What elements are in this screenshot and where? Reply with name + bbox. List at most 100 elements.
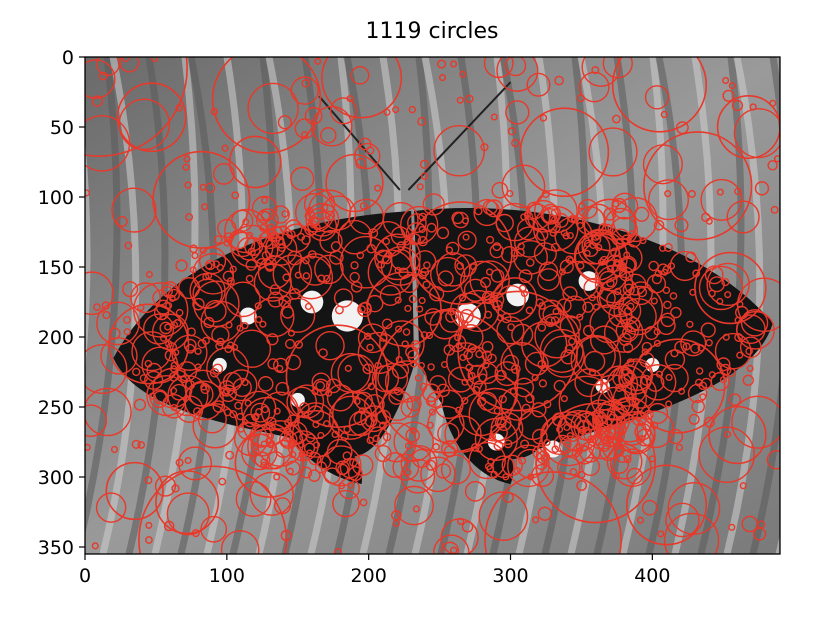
blob-circle bbox=[513, 239, 548, 275]
blob-circle bbox=[518, 410, 549, 441]
blob-circle bbox=[185, 343, 196, 354]
blob-circle bbox=[199, 246, 207, 254]
blob-circle bbox=[355, 157, 367, 169]
blob-circle bbox=[524, 351, 549, 376]
blob-circle bbox=[675, 121, 689, 135]
blob-circle bbox=[205, 262, 213, 270]
blob-circle bbox=[531, 428, 548, 445]
blob-circle bbox=[192, 278, 223, 309]
blob-circle bbox=[192, 403, 238, 449]
blob-circle bbox=[517, 242, 525, 250]
blob-circle bbox=[294, 340, 304, 349]
blob-circle bbox=[665, 502, 700, 538]
blob-circle bbox=[694, 251, 767, 325]
blob-circle bbox=[298, 450, 306, 458]
blob-circle bbox=[490, 269, 505, 283]
blob-circle bbox=[537, 323, 547, 332]
blob-circle bbox=[648, 260, 659, 272]
blob-circle bbox=[221, 144, 229, 152]
blob-circle bbox=[628, 230, 636, 238]
x-tick-label: 200 bbox=[351, 565, 387, 587]
blob-circle bbox=[213, 163, 235, 185]
y-tick-label: 300 bbox=[38, 467, 74, 489]
blob-circle bbox=[468, 387, 523, 442]
blob-circle bbox=[220, 530, 260, 554]
blob-circle bbox=[450, 60, 458, 68]
blob-circle bbox=[142, 313, 175, 345]
blob-circle bbox=[354, 142, 381, 170]
blob-circle bbox=[618, 266, 634, 282]
blob-circle bbox=[575, 447, 583, 455]
blob-circle bbox=[356, 251, 365, 260]
blob-circle bbox=[164, 323, 172, 331]
blob-circle bbox=[582, 301, 594, 313]
blob-circle bbox=[741, 515, 759, 533]
blob-circle bbox=[695, 367, 704, 375]
blob-circle bbox=[624, 273, 647, 296]
blob-circle bbox=[360, 405, 388, 433]
blob-circle bbox=[225, 281, 261, 318]
blob-circle bbox=[443, 344, 456, 356]
blob-circle bbox=[232, 377, 252, 398]
blob-circle bbox=[342, 451, 352, 461]
blob-circle bbox=[357, 331, 400, 375]
blob-circle bbox=[594, 259, 627, 292]
blob-circle bbox=[145, 521, 153, 529]
blob-circle bbox=[119, 57, 140, 73]
x-tick-label: 400 bbox=[634, 565, 670, 587]
blob-circle bbox=[564, 411, 582, 428]
blob-circle bbox=[176, 367, 186, 378]
blob-circle bbox=[105, 461, 164, 521]
blob-circle bbox=[350, 261, 359, 270]
blob-circle bbox=[102, 310, 111, 320]
blob-circle bbox=[144, 359, 153, 368]
blob-circle bbox=[538, 261, 559, 282]
blob-circle bbox=[311, 105, 353, 147]
blob-circle bbox=[226, 277, 235, 286]
blob-circle bbox=[436, 252, 471, 287]
blob-circle bbox=[308, 469, 321, 482]
blob-circle bbox=[489, 243, 504, 259]
blob-circle bbox=[376, 409, 391, 425]
blob-circle bbox=[359, 498, 368, 507]
blob-circle bbox=[653, 219, 665, 231]
blob-circle bbox=[228, 135, 282, 189]
blob-circle bbox=[85, 344, 128, 394]
blob-circle bbox=[447, 366, 474, 393]
blob-circle bbox=[261, 405, 269, 414]
axes-frame bbox=[84, 56, 781, 555]
blob-circle bbox=[630, 338, 726, 434]
blob-circle bbox=[626, 464, 708, 546]
blob-circle bbox=[726, 200, 760, 234]
blob-circle bbox=[437, 59, 447, 69]
blob-circle bbox=[193, 280, 240, 328]
blob-circle bbox=[626, 467, 644, 485]
blob-circle bbox=[429, 308, 461, 340]
blob-circle bbox=[498, 394, 507, 404]
blob-circle bbox=[218, 477, 227, 486]
blob-circle bbox=[553, 434, 572, 453]
blob-circle bbox=[692, 269, 701, 278]
blob-circle bbox=[277, 115, 292, 130]
blob-circle bbox=[189, 266, 197, 274]
wing-spot bbox=[331, 300, 363, 332]
blob-circle bbox=[297, 232, 306, 241]
blob-circle bbox=[372, 434, 380, 443]
blob-circle bbox=[197, 339, 207, 349]
blob-circle bbox=[509, 387, 517, 395]
blob-circle bbox=[310, 216, 321, 227]
blob-circle bbox=[369, 221, 407, 258]
blob-circle bbox=[457, 289, 500, 333]
blob-circle bbox=[567, 257, 575, 265]
blob-circle bbox=[405, 222, 428, 245]
blob-circle bbox=[550, 208, 559, 217]
blob-circle bbox=[315, 330, 345, 361]
blob-circle bbox=[333, 288, 354, 308]
blob-circle bbox=[337, 353, 376, 393]
blob-circle bbox=[458, 294, 467, 302]
blob-circle bbox=[597, 258, 606, 266]
blob-circle bbox=[594, 408, 626, 440]
blob-circle bbox=[366, 343, 374, 352]
blob-circle bbox=[424, 308, 442, 326]
blob-circle bbox=[457, 230, 477, 250]
